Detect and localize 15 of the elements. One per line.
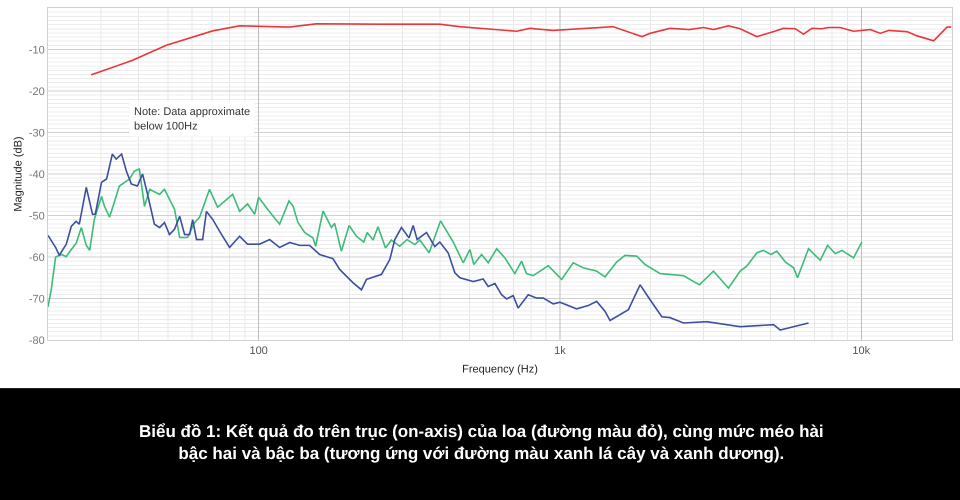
y-tick-label: -80 [28, 334, 45, 347]
text: Biểu đồ 1: Kết quả đo trên trục (on-axis) của loa (đường màu đỏ), cùng mức méo hài bậc hai và bậc ba (tương ứng với đường màu xanh lá cây và xanh dương). [139, 422, 824, 464]
y-tick-label: -50 [28, 210, 45, 222]
annotation: Note: Data approximate below 100Hz [134, 106, 250, 132]
y-axis-title: Magnitude (dB) [12, 136, 25, 212]
y-tick-label: -40 [28, 168, 45, 181]
y-tick-label: -30 [28, 127, 45, 140]
x-axis-title: Frequency (Hz) [462, 363, 538, 376]
y-tick-label: -20 [28, 86, 45, 98]
x-tick-label: 10k [852, 345, 871, 358]
y-tick-label: -70 [28, 293, 45, 306]
y-tick-label: -10 [28, 44, 45, 56]
x-tick-label: 100 [249, 345, 268, 358]
y-tick-label: -60 [28, 252, 45, 264]
x-tick-label: 1k [554, 345, 566, 358]
